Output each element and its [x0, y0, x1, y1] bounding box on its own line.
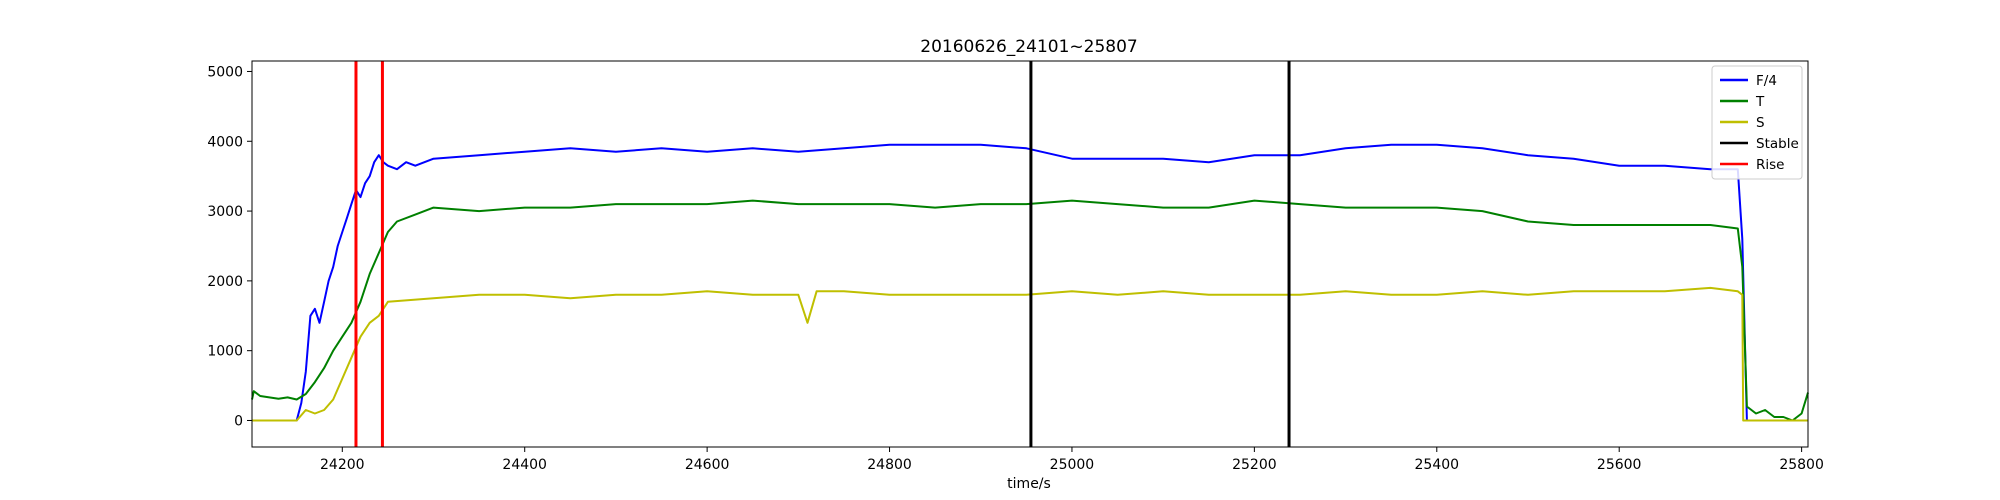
x-tick-label-3: 24800	[867, 457, 912, 473]
vline-layer	[354, 61, 1291, 447]
x-tick-label-1: 24400	[502, 457, 547, 473]
legend-box	[1711, 65, 1803, 180]
legend: F/4 TS Stable Rise	[1711, 65, 1803, 180]
x-axis-label: time/s	[1007, 476, 1051, 492]
y-tick-label-5: 5000	[207, 64, 243, 80]
series-line-0	[252, 143, 1748, 422]
y-tick-label-2: 2000	[207, 274, 243, 290]
y-tick-label-0: 0	[234, 413, 243, 429]
y-tick-label-1: 1000	[207, 344, 243, 360]
x-tick-label-7: 25600	[1597, 457, 1642, 473]
y-tick-label-4: 4000	[207, 134, 243, 150]
x-axis: 24200 24400 24600 24800 25000 25200 25400 25600…	[320, 447, 1824, 473]
y-tick-label-3: 3000	[207, 204, 243, 220]
x-tick-label-6: 25400	[1415, 457, 1460, 473]
legend-label-0: F/4	[1756, 73, 1777, 89]
legend-label-4: Rise	[1756, 157, 1784, 173]
x-tick-label-8: 25800	[1779, 457, 1824, 473]
chart-title: 20160626_24101~25807	[920, 37, 1137, 57]
legend-label-3: Stable	[1756, 136, 1799, 152]
x-tick-label-2: 24600	[685, 457, 730, 473]
x-tick-label-4: 25000	[1050, 457, 1095, 473]
y-axis: 0 1000 2000 3000 4000 5000	[207, 64, 252, 429]
legend-label-2: S	[1756, 115, 1765, 131]
legend-label-1: T	[1755, 94, 1765, 110]
x-tick-label-0: 24200	[320, 457, 365, 473]
x-tick-label-5: 25200	[1232, 457, 1277, 473]
series-line-1	[251, 199, 1809, 422]
plot-frame	[251, 60, 1809, 448]
